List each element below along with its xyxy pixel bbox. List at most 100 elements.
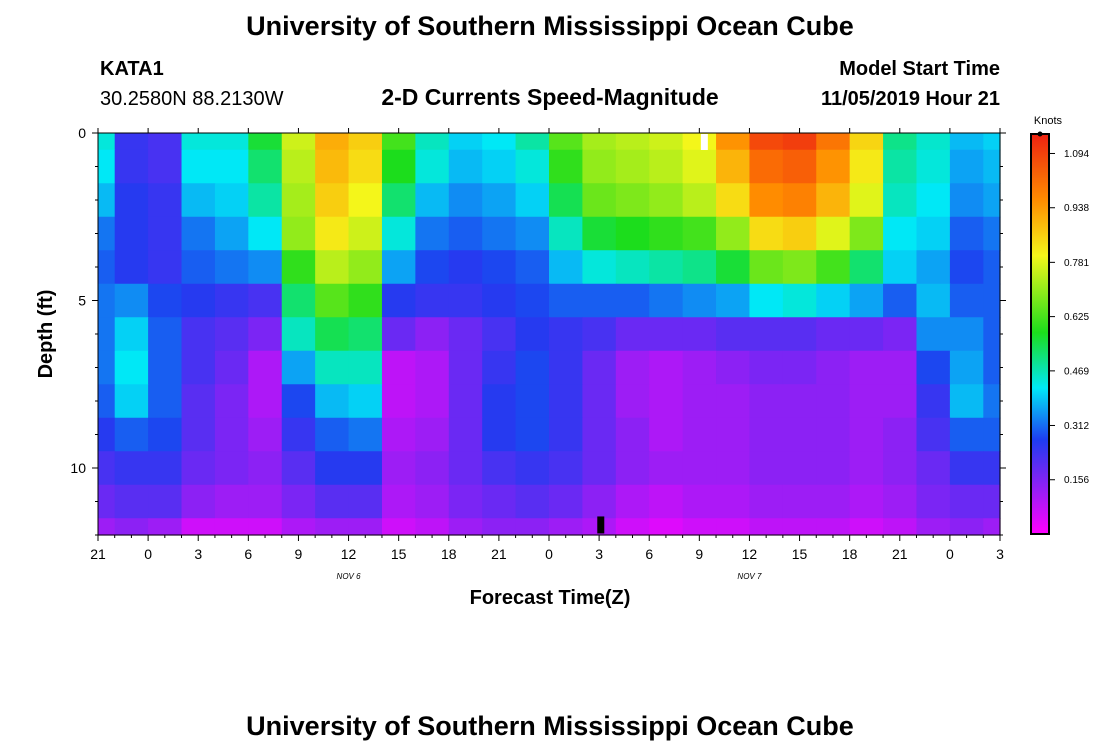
heatmap-cell — [615, 216, 650, 251]
heatmap-cell — [949, 216, 984, 251]
heatmap-cell — [816, 317, 851, 352]
heatmap-cell — [315, 451, 350, 486]
heatmap-cell — [649, 384, 684, 419]
model-start-label: Model Start Time — [839, 58, 1000, 80]
heatmap-cell — [682, 417, 717, 452]
heatmap-cell — [482, 250, 517, 285]
black-bar-marker — [597, 516, 605, 534]
heatmap-cell — [98, 384, 116, 419]
heatmap-cell — [214, 183, 249, 218]
heatmap-cell — [883, 149, 918, 184]
station-coords: 30.2580N 88.2130W — [100, 88, 284, 110]
x-tick-label: 12 — [742, 546, 758, 562]
heatmap-cell — [281, 317, 316, 352]
x-day-label: NOV 7 — [737, 572, 762, 581]
heatmap-cell — [649, 183, 684, 218]
heatmap-cell — [749, 451, 784, 486]
heatmap-cell — [348, 350, 383, 385]
heatmap-cell — [98, 518, 116, 536]
heatmap-cell — [315, 484, 350, 519]
heatmap-cell — [615, 250, 650, 285]
heatmap-cell — [281, 133, 316, 151]
heatmap-cell — [348, 384, 383, 419]
heatmap-cell — [415, 133, 450, 151]
heatmap-cell — [315, 216, 350, 251]
colorbar-tick-label: 0.625 — [1064, 312, 1089, 323]
heatmap-cell — [649, 417, 684, 452]
heatmap-cell — [248, 350, 283, 385]
heatmap-cell — [515, 133, 550, 151]
heatmap-cell — [148, 451, 183, 486]
heatmap-cell — [415, 484, 450, 519]
heatmap-cell — [749, 250, 784, 285]
heatmap-cell — [114, 417, 149, 452]
x-tick-label: 15 — [792, 546, 808, 562]
heatmap-cell — [816, 484, 851, 519]
heatmap-cell — [983, 149, 1001, 184]
heatmap-cell — [949, 149, 984, 184]
heatmap-cell — [214, 350, 249, 385]
heatmap-cell — [448, 518, 483, 536]
x-tick-label: 0 — [946, 546, 954, 562]
heatmap-cell — [716, 484, 751, 519]
heatmap-cell — [448, 484, 483, 519]
heatmap-cell — [983, 317, 1001, 352]
heatmap-cell — [448, 183, 483, 218]
heatmap-cell — [849, 484, 884, 519]
heatmap-cell — [549, 417, 584, 452]
heatmap-cell — [716, 518, 751, 536]
heatmap-cell — [649, 283, 684, 318]
heatmap-cell — [348, 149, 383, 184]
heatmap-cell — [214, 250, 249, 285]
heatmap-cell — [849, 451, 884, 486]
x-tick-label: 12 — [341, 546, 357, 562]
heatmap-cell — [816, 384, 851, 419]
colorbar-cap — [1037, 131, 1043, 137]
heatmap-cell — [515, 216, 550, 251]
heatmap-cell — [949, 283, 984, 318]
heatmap-cell — [716, 183, 751, 218]
heatmap-cell — [849, 216, 884, 251]
heatmap-cell — [515, 183, 550, 218]
heatmap-cell — [849, 317, 884, 352]
heatmap-cell — [816, 149, 851, 184]
x-tick-label: 21 — [892, 546, 908, 562]
heatmap-cell — [315, 250, 350, 285]
heatmap-cell — [749, 317, 784, 352]
heatmap-cell — [582, 417, 617, 452]
x-tick-label: 0 — [144, 546, 152, 562]
heatmap-cell — [983, 183, 1001, 218]
heatmap-cell — [448, 216, 483, 251]
heatmap-cell — [181, 317, 216, 352]
heatmap-cell — [348, 317, 383, 352]
heatmap-cell — [114, 250, 149, 285]
heatmap-cell — [415, 518, 450, 536]
heatmap-cell — [883, 484, 918, 519]
heatmap-cell — [415, 216, 450, 251]
heatmap-cell — [281, 216, 316, 251]
heatmap-cell — [916, 384, 951, 419]
heatmap-cell — [849, 133, 884, 151]
heatmap-cell — [816, 133, 851, 151]
y-axis-label: Depth (ft) — [35, 290, 57, 379]
heatmap-cell — [214, 317, 249, 352]
heatmap-cell — [716, 133, 751, 151]
heatmap-cell — [114, 484, 149, 519]
heatmap-cell — [148, 350, 183, 385]
station-id: KATA1 — [100, 58, 164, 80]
heatmap-cell — [916, 417, 951, 452]
heatmap-cell — [148, 133, 183, 151]
heatmap-cell — [615, 350, 650, 385]
heatmap-cell — [549, 518, 584, 536]
heatmap-cell — [381, 149, 416, 184]
heatmap-cell — [114, 183, 149, 218]
heatmap-cell — [615, 149, 650, 184]
heatmap-cell — [181, 484, 216, 519]
heatmap-cell — [315, 417, 350, 452]
heatmap-cell — [181, 451, 216, 486]
page-title: University of Southern Mississippi Ocean… — [246, 11, 854, 41]
heatmap-cell — [515, 484, 550, 519]
heatmap-cell — [381, 384, 416, 419]
colorbar-tick-label: 0.781 — [1064, 258, 1089, 269]
x-tick-label: 18 — [441, 546, 457, 562]
